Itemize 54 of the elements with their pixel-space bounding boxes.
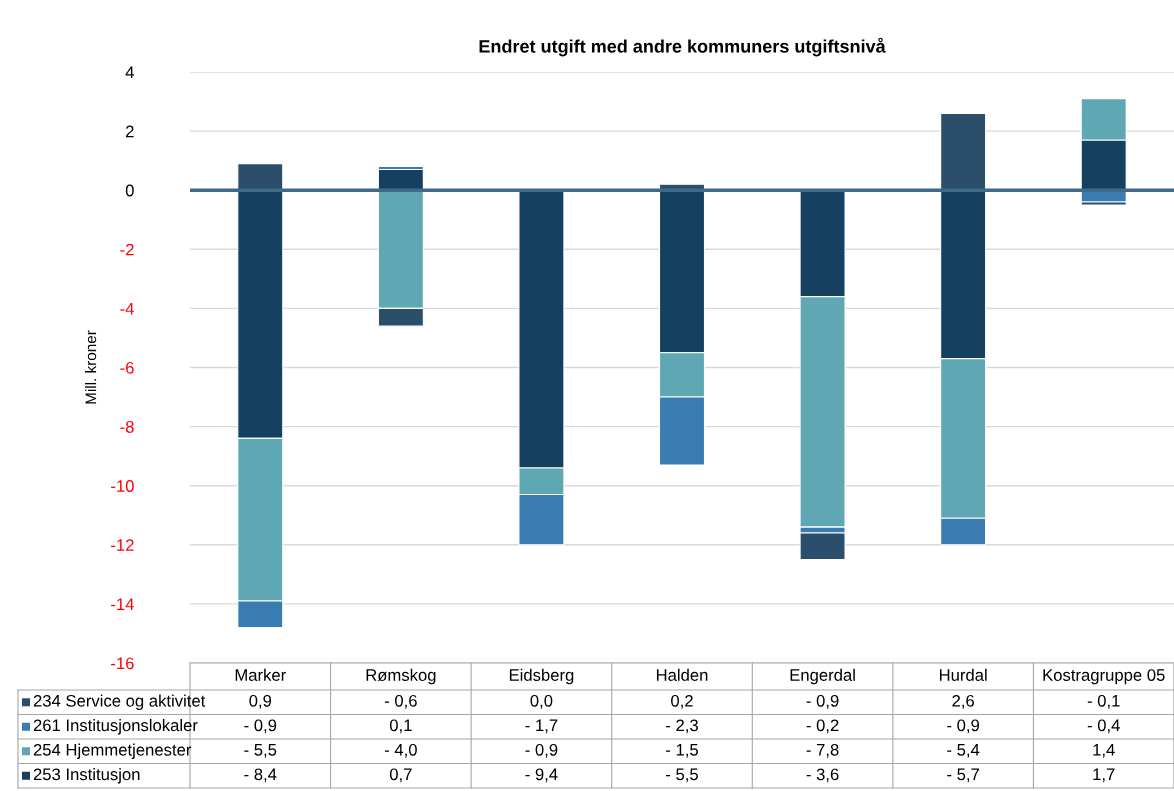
y-tick-label: -8 [120,421,134,433]
x-tick-label: Hurdal [939,668,987,681]
data-label: - 8,4 [244,768,277,783]
y-tick-label: -12 [111,539,134,551]
y-tick-label: -10 [111,480,134,492]
data-label: - 3,6 [806,768,839,783]
data-label: - 5,5 [666,768,698,783]
x-tick-label: Engerdal [790,668,855,685]
y-tick-label: -4 [120,302,134,315]
data-label: 1,4 [1093,744,1115,758]
legend-label: 254 Hjemmetjenester [33,743,192,760]
y-tick-label: 0 [125,184,134,197]
data-label: - 0,6 [384,694,417,709]
chart-title: Endret utgift med andre kommuners utgiftsnivå [479,37,886,57]
data-label: - 0,9 [947,719,980,734]
data-label: 0,2 [671,694,693,709]
data-label: 0,0 [530,694,553,709]
data-label: - 4,0 [384,743,417,758]
data-label: 0,7 [389,768,412,783]
data-label: - 0,9 [525,743,558,758]
data-label: - 5,7 [947,768,979,783]
x-tick-label: Marker [235,668,286,681]
x-tick-label: Halden [656,668,708,681]
legend-label: 261 Institusjonslokaler [33,718,198,735]
y-tick-label: -6 [120,361,134,374]
legend-label: 253 Institusjon [33,767,140,784]
data-label: 1,7 [1093,768,1115,783]
x-tick-label: Rømskog [366,668,436,685]
data-label: - 0,2 [806,719,839,734]
x-tick-label: Eidsberg [509,668,574,685]
y-tick-label: -2 [120,243,134,256]
data-label: - 1,5 [666,744,698,758]
data-label: - 5,5 [244,744,277,758]
data-label: 0,1 [389,719,412,734]
data-label: - 0,9 [244,719,277,734]
data-label: 2,6 [952,694,974,709]
data-label: - 0,9 [806,694,839,709]
bar [940,112,987,191]
y-tick-label: 4 [125,66,134,79]
y-tick-label: -14 [111,598,134,610]
data-label: - 9,4 [525,768,558,783]
legend-label: 234 Service og aktivitet [33,694,206,711]
data-label: - 2,3 [666,719,698,734]
x-tick-label: Kostragruppe 05 [1043,669,1165,685]
y-tick-label: -16 [111,657,134,670]
y-axis-title: Mill. kroner [85,330,97,404]
bar [237,163,284,191]
data-label: - 1,7 [525,719,558,734]
data-label: - 7,8 [806,743,839,758]
data-label: - 0,4 [1087,719,1120,734]
data-label: - 5,4 [947,744,980,758]
y-tick-label: 2 [126,125,134,138]
data-label: 0,9 [249,694,272,709]
data-label: - 0,1 [1087,694,1120,709]
